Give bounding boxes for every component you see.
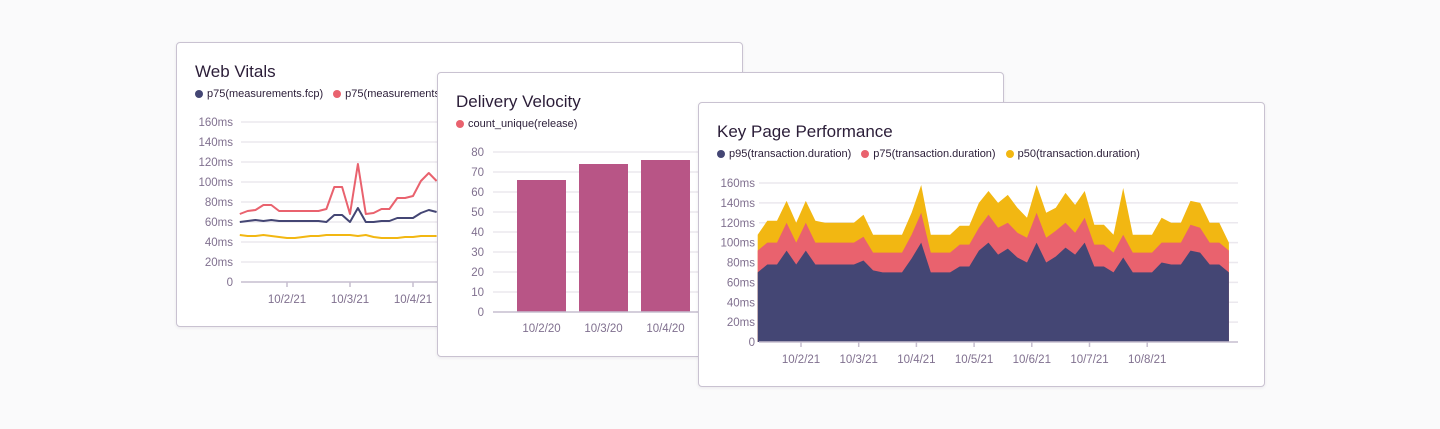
card-title: Web Vitals xyxy=(195,62,276,81)
legend-item[interactable]: p50(transaction.duration) xyxy=(1005,148,1140,160)
x-tick-label: 10/3/21 xyxy=(840,354,878,366)
legend-label: p50(transaction.duration) xyxy=(1017,148,1140,160)
x-tick-label: 10/4/20 xyxy=(646,323,684,335)
y-tick-label: 40 xyxy=(471,227,484,239)
card-title: Delivery Velocity xyxy=(456,92,581,111)
legend-item[interactable]: p75(transaction.duration) xyxy=(861,148,996,160)
y-tick-label: 120ms xyxy=(198,157,233,169)
x-tick-label: 10/5/21 xyxy=(955,354,993,366)
bar xyxy=(641,160,690,312)
legend-dot xyxy=(717,150,725,158)
legend-label: p75(measurements.fcp) xyxy=(207,88,324,100)
y-tick-label: 40ms xyxy=(727,297,755,309)
legend-item[interactable]: p95(transaction.duration) xyxy=(717,148,851,160)
legend: count_unique(release) xyxy=(456,118,577,130)
bar xyxy=(579,164,628,312)
legend-dot xyxy=(861,150,870,158)
y-tick-label: 140ms xyxy=(720,198,755,210)
y-tick-label: 10 xyxy=(471,287,484,299)
y-tick-label: 60 xyxy=(471,187,484,199)
y-tick-label: 80ms xyxy=(727,258,755,270)
legend-dot xyxy=(1005,150,1014,158)
y-tick-label: 50 xyxy=(471,207,484,219)
y-tick-label: 100ms xyxy=(720,238,755,250)
legend-label: p95(transaction.duration) xyxy=(729,148,852,160)
y-tick-label: 20 xyxy=(471,267,484,279)
y-tick-label: 30 xyxy=(471,247,484,259)
bar xyxy=(517,180,566,312)
y-tick-label: 40ms xyxy=(205,237,233,249)
x-tick-label: 10/3/21 xyxy=(331,294,369,306)
card-title: Key Page Performance xyxy=(717,122,893,141)
line-series-1 xyxy=(239,163,438,215)
x-tick-label: 10/7/21 xyxy=(1070,354,1108,366)
legend: p75(measurements.fcp) p75(measurements xyxy=(195,88,440,100)
y-tick-label: 80ms xyxy=(205,197,233,209)
key-page-performance-card: Key Page Performance p95(transaction.dur… xyxy=(698,102,1265,387)
legend-label: p75(measurements xyxy=(345,88,440,100)
legend-dot xyxy=(456,120,464,128)
y-tick-label: 60ms xyxy=(205,217,233,229)
y-tick-label: 70 xyxy=(471,167,484,179)
y-tick-label: 120ms xyxy=(720,218,755,230)
x-tick-label: 10/2/21 xyxy=(268,294,306,306)
y-tick-label: 0 xyxy=(478,307,484,319)
x-tick-label: 10/3/20 xyxy=(584,323,622,335)
y-tick-label: 20ms xyxy=(205,257,233,269)
legend-label: count_unique(release) xyxy=(468,118,578,130)
y-tick-label: 140ms xyxy=(198,137,233,149)
delivery-velocity-chart: 0 10 20 30 40 50 60 70 80 10/2/20 10/3/20 10/4/20 xyxy=(471,147,706,335)
legend-item[interactable]: count_unique(release) xyxy=(456,118,577,130)
y-tick-label: 0 xyxy=(227,277,233,289)
line-series-2 xyxy=(239,234,437,239)
y-tick-label: 80 xyxy=(471,147,484,159)
legend-item[interactable]: p75(measurements.fcp) xyxy=(195,88,323,100)
y-tick-label: 60ms xyxy=(727,277,755,289)
legend-dot xyxy=(195,90,203,98)
x-tick-label: 10/6/21 xyxy=(1013,354,1051,366)
line-series-0 xyxy=(239,207,437,223)
y-tick-label: 100ms xyxy=(198,177,233,189)
legend-label: p75(transaction.duration) xyxy=(873,148,996,160)
x-tick-label: 10/4/21 xyxy=(394,294,432,306)
area-series-2 xyxy=(757,242,1229,342)
legend: p95(transaction.duration) p75(transactio… xyxy=(717,148,1140,160)
x-tick-label: 10/2/21 xyxy=(782,354,820,366)
x-tick-label: 10/2/20 xyxy=(522,323,560,335)
legend-item[interactable]: p75(measurements xyxy=(333,88,440,100)
y-tick-label: 0 xyxy=(749,337,755,349)
y-tick-label: 160ms xyxy=(720,178,755,190)
x-tick-label: 10/8/21 xyxy=(1128,354,1166,366)
x-tick-label: 10/4/21 xyxy=(897,354,935,366)
y-tick-label: 20ms xyxy=(727,317,755,329)
legend-dot xyxy=(333,90,342,98)
y-tick-label: 160ms xyxy=(198,117,233,129)
key-page-performance-chart: 0 20ms 40ms 60ms 80ms 100ms 120ms 140ms 160ms 10/… xyxy=(720,178,1238,366)
